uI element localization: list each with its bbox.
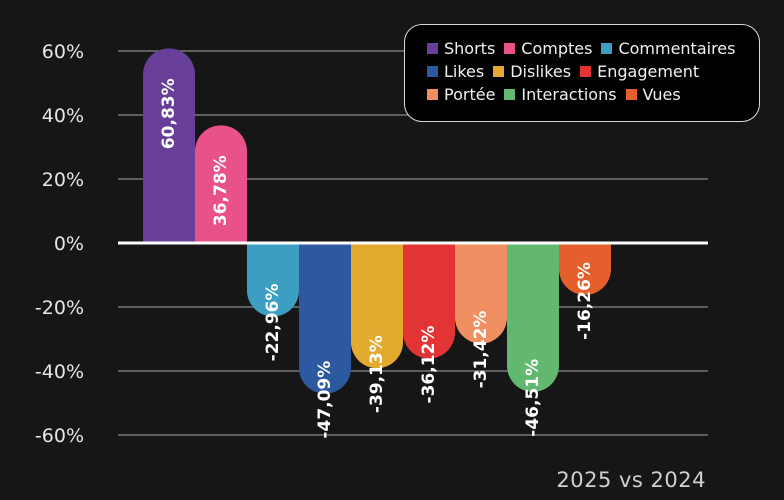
legend: Shorts Comptes Commentaires Likes Dislikes En… xyxy=(404,24,760,122)
data-labels: 60,83% 36,78% -22,96% -47,09% -39,13% -36,12%… xyxy=(159,78,595,438)
legend-label: Interactions xyxy=(521,85,617,104)
data-label: -39,13% xyxy=(367,335,387,413)
data-label: -16,26% xyxy=(575,262,595,340)
legend-label: Commentaires xyxy=(618,39,736,58)
chart-subtitle: 2025 vs 2024 xyxy=(556,468,706,492)
legend-swatch xyxy=(580,66,592,77)
legend-swatch xyxy=(427,89,438,100)
legend-swatch xyxy=(493,66,505,77)
legend-item: Portée xyxy=(427,85,495,104)
data-label: -31,42% xyxy=(471,311,491,389)
data-label: 60,83% xyxy=(159,78,179,149)
legend-item: Dislikes xyxy=(493,62,571,81)
data-label: 36,78% xyxy=(211,155,231,226)
data-label: -36,12% xyxy=(419,326,439,404)
bar-shorts xyxy=(143,48,195,243)
legend-item: Interactions xyxy=(504,85,617,104)
legend-swatch xyxy=(601,43,613,54)
y-tick-label: -20% xyxy=(35,297,84,319)
legend-label: Shorts xyxy=(444,39,496,58)
legend-item: Vues xyxy=(625,85,681,104)
data-label: -46,51% xyxy=(523,359,543,437)
legend-label: Likes xyxy=(444,62,485,81)
legend-label: Portée xyxy=(444,85,496,104)
bar-vues xyxy=(559,243,611,296)
legend-swatch xyxy=(504,89,516,100)
bar-dislikes xyxy=(351,243,403,369)
legend-swatch xyxy=(427,43,438,54)
legend-row: Likes Dislikes Engagement xyxy=(427,60,749,83)
bar-comptes xyxy=(195,125,247,243)
data-label: -22,96% xyxy=(263,283,283,361)
legend-item: Commentaires xyxy=(601,39,735,58)
y-tick-label: 20% xyxy=(42,169,84,191)
data-label: -47,09% xyxy=(315,361,335,439)
legend-item: Likes xyxy=(427,62,484,81)
y-tick-label: -40% xyxy=(35,361,84,383)
legend-swatch xyxy=(625,89,637,100)
y-tick-label: 40% xyxy=(42,105,84,127)
bars xyxy=(143,48,611,394)
legend-item: Comptes xyxy=(504,39,592,58)
bar-commentaires xyxy=(247,243,299,317)
legend-row: Shorts Comptes Commentaires xyxy=(427,37,749,60)
bar-interactions xyxy=(507,243,559,392)
legend-label: Engagement xyxy=(597,62,700,81)
bar-engagement xyxy=(403,243,455,359)
legend-swatch xyxy=(504,43,516,54)
legend-label: Dislikes xyxy=(510,62,572,81)
legend-row: Portée Interactions Vues xyxy=(427,83,749,106)
bar-likes xyxy=(299,243,351,394)
y-tick-label: -60% xyxy=(35,425,84,447)
bar-portée xyxy=(455,243,507,344)
legend-label: Vues xyxy=(642,85,681,104)
legend-item: Engagement xyxy=(580,62,699,81)
legend-item: Shorts xyxy=(427,39,495,58)
y-tick-label: 60% xyxy=(42,41,84,63)
legend-swatch xyxy=(427,66,438,77)
legend-label: Comptes xyxy=(521,39,593,58)
y-tick-label: 0% xyxy=(54,233,84,255)
y-axis-ticks: 60% 40% 20% 0% -20% -40% -60% xyxy=(35,41,84,447)
